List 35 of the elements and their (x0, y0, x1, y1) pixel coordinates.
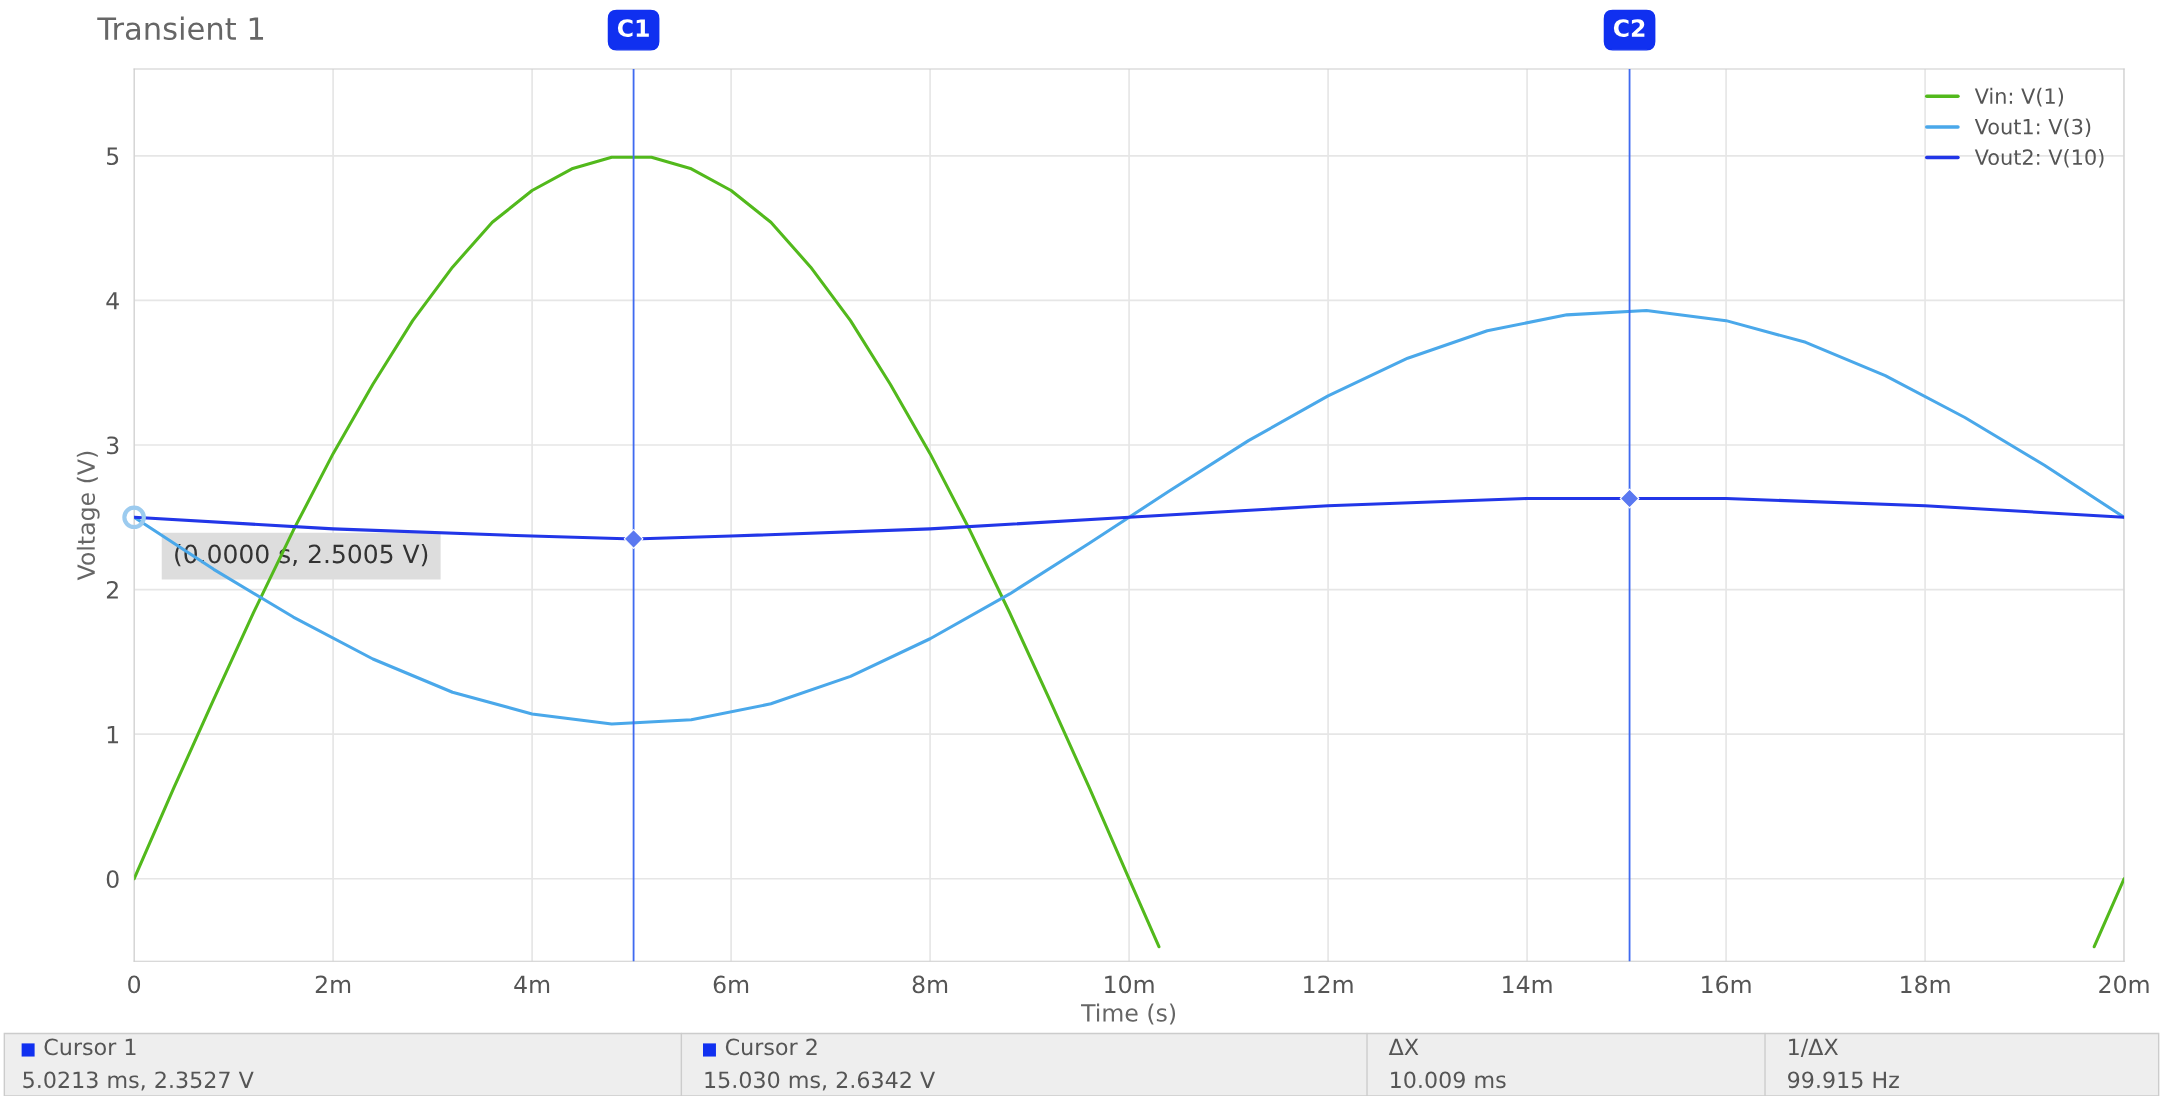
x-tick-label: 12m (1304, 975, 1353, 994)
x-tick-label: 10m (1105, 975, 1154, 994)
text: ΔX (1388, 1038, 1419, 1055)
y-tick-label: 4 (106, 292, 119, 310)
y-tick-label: 2 (106, 581, 118, 599)
point (1619, 488, 1640, 509)
legend-label: Vout2: V(10) (1974, 148, 2104, 168)
y-tick-label: 3 (106, 436, 119, 455)
text: 15.030 ms, 2.6342 V (705, 1071, 935, 1091)
x-tick-label: 6m (713, 975, 749, 994)
x-tick-label: 8m (912, 975, 948, 994)
x-tick-label: 16m (1702, 975, 1751, 994)
chart-title: Transient 1 (97, 16, 264, 41)
x-tick-label: 0 (128, 975, 141, 994)
point (623, 529, 644, 549)
text: 10.009 ms (1391, 1071, 1506, 1089)
x-tick-label: 20m (2099, 975, 2149, 994)
legend-label: Vin: V(1) (1974, 87, 2064, 107)
text: Cursor 2 (725, 1038, 817, 1056)
text: 99.915 Hz (1788, 1071, 1899, 1089)
ref-line-label: C2 (1613, 19, 1645, 38)
text: Cursor 1 (44, 1038, 136, 1056)
x-tick-label: 18m (1901, 975, 1950, 994)
y-tick-label: 5 (107, 147, 119, 166)
x-axis-title: Time (s) (1081, 1003, 1176, 1025)
y-axis-title: Voltage (V) (76, 451, 100, 581)
text: 1/ΔX (1789, 1038, 1838, 1058)
x-tick-label: 2m (315, 975, 351, 994)
y-tick-label: 0 (106, 870, 119, 889)
y-tick-label: 1 (107, 725, 119, 744)
x-tick-label: 14m (1503, 975, 1552, 994)
text: 5.0213 ms, 2.3527 V (23, 1071, 254, 1091)
legend-label: Vout1: V(3) (1974, 118, 2091, 137)
x-tick-label: 4m (514, 975, 550, 994)
ref-line-label: C1 (617, 19, 649, 38)
